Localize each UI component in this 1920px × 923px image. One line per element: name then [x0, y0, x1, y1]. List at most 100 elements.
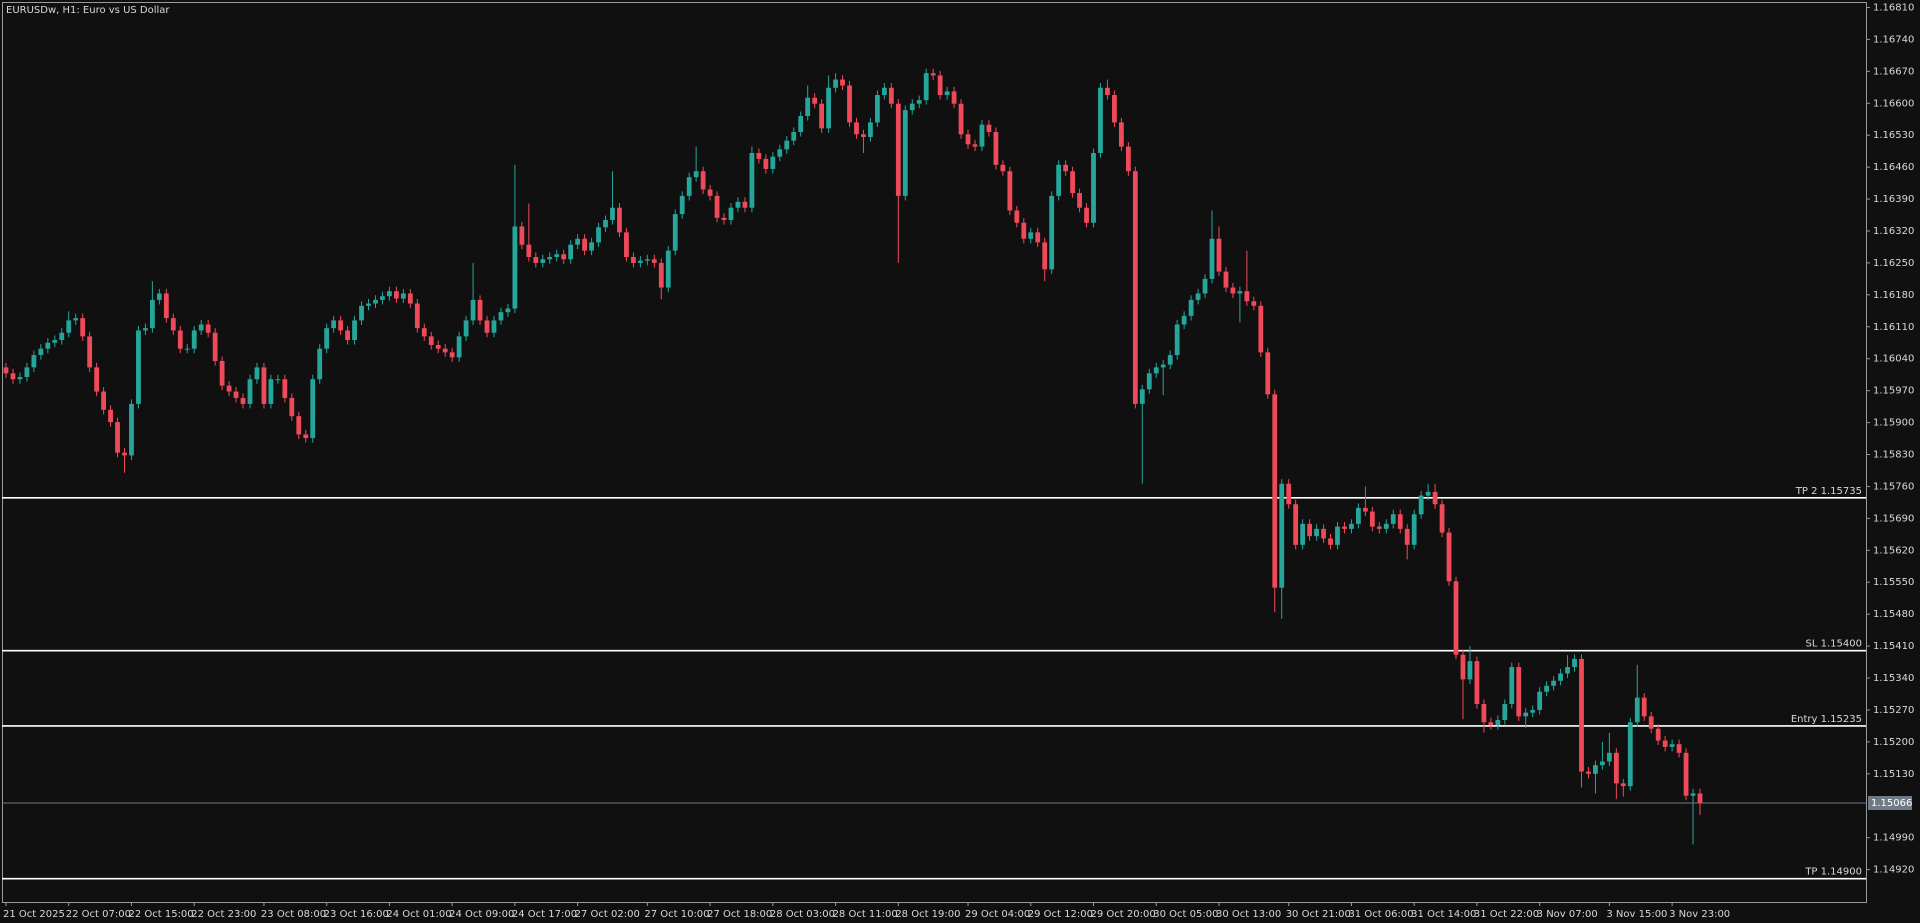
candle-body — [254, 367, 260, 380]
candle-body — [1084, 207, 1089, 223]
y-tick-label: 1.16810 — [1873, 2, 1914, 13]
candle-body — [101, 391, 106, 410]
candle-body — [289, 397, 295, 417]
candle-body — [428, 336, 434, 346]
candle-body — [1516, 667, 1522, 717]
y-tick-label: 1.14920 — [1873, 865, 1914, 876]
candle-body — [1627, 722, 1633, 787]
candle-body — [868, 122, 873, 138]
candle-body — [791, 132, 797, 141]
bid-price-label: 1.15066 — [1871, 798, 1912, 809]
candle-body — [1356, 507, 1361, 524]
candle-body — [519, 226, 525, 245]
candle-body — [3, 367, 9, 374]
candle-body — [540, 259, 546, 263]
candle-body — [484, 320, 490, 333]
candle-body — [582, 238, 588, 251]
candle-body — [421, 328, 427, 337]
candle-body — [1558, 673, 1563, 681]
candle-body — [282, 379, 288, 398]
candle-body — [1216, 238, 1222, 272]
x-tick-label: 24 Oct 09:00 — [449, 909, 514, 920]
y-tick-label: 1.16740 — [1873, 34, 1914, 45]
y-tick-label: 1.14990 — [1873, 833, 1914, 844]
candle-body — [665, 250, 671, 288]
candle-body — [477, 299, 483, 321]
candle-body — [247, 379, 253, 404]
candle-body — [275, 379, 281, 381]
level-label: TP 1.14900 — [1804, 867, 1862, 878]
candle-body — [400, 293, 406, 299]
candle-body — [1014, 210, 1020, 223]
candle-body — [1683, 752, 1689, 796]
candle-body — [561, 254, 567, 260]
candle-body — [470, 299, 476, 321]
candle-body — [122, 452, 127, 456]
candle-body — [338, 320, 344, 331]
y-tick-label: 1.16040 — [1873, 354, 1914, 365]
candle-body — [17, 376, 23, 380]
candle-body — [456, 336, 462, 358]
candle-body — [1565, 667, 1570, 674]
candle-body — [1551, 680, 1557, 686]
y-tick-label: 1.16390 — [1873, 194, 1914, 205]
candle-body — [184, 348, 190, 350]
candle-body — [798, 116, 804, 133]
candle-body — [1265, 352, 1271, 395]
x-tick-label: 3 Nov 07:00 — [1537, 909, 1598, 920]
candle-body — [1572, 658, 1577, 668]
candle-body — [1209, 238, 1215, 279]
candle-body — [937, 75, 943, 96]
candle-body — [1460, 654, 1466, 680]
candle-body — [644, 259, 650, 261]
candle-body — [826, 87, 832, 129]
candle-body — [163, 293, 169, 319]
candle-body — [414, 303, 420, 329]
candle-body — [1362, 507, 1368, 512]
candle-body — [672, 214, 678, 251]
candle-body — [610, 207, 615, 221]
candle-body — [373, 299, 378, 304]
candle-body — [1369, 511, 1375, 527]
candle-body — [1634, 697, 1640, 723]
candle-body — [1648, 716, 1654, 729]
candle-body — [1474, 661, 1480, 705]
y-tick-label: 1.16180 — [1873, 290, 1914, 301]
candle-body — [693, 171, 699, 178]
y-tick-label: 1.15270 — [1873, 705, 1914, 716]
candle-body — [749, 152, 755, 208]
y-tick-label: 1.16460 — [1873, 162, 1914, 173]
candle-body — [359, 305, 364, 321]
candle-body — [847, 85, 852, 123]
candle-body — [1376, 526, 1382, 529]
x-tick-label: 28 Oct 19:00 — [895, 909, 960, 920]
candle-body — [233, 391, 239, 398]
candle-body — [331, 320, 337, 329]
candle-body — [1537, 691, 1543, 710]
candle-body — [888, 87, 894, 104]
candle-body — [1404, 528, 1410, 545]
candle-body — [714, 195, 720, 218]
candle-body — [1188, 299, 1194, 316]
candle-body — [854, 122, 859, 135]
x-tick-label: 30 Oct 05:00 — [1153, 909, 1218, 920]
x-tick-label: 3 Nov 23:00 — [1669, 909, 1730, 920]
candle-body — [533, 256, 539, 263]
candle-body — [324, 328, 330, 349]
candle-body — [212, 332, 218, 361]
candle-body — [1230, 287, 1236, 294]
candle-body — [1167, 355, 1173, 365]
x-tick-label: 23 Oct 16:00 — [324, 909, 389, 920]
candle-body — [205, 324, 211, 333]
candle-body — [143, 328, 148, 331]
candle-body — [1314, 528, 1319, 537]
candle-body — [874, 95, 880, 123]
candle-body — [1523, 712, 1529, 717]
y-tick-label: 1.15480 — [1873, 609, 1914, 620]
candle-body — [1098, 87, 1103, 153]
candle-body — [1307, 523, 1313, 537]
x-tick-label: 31 Oct 14:00 — [1411, 909, 1476, 920]
candle-body — [1383, 523, 1389, 529]
